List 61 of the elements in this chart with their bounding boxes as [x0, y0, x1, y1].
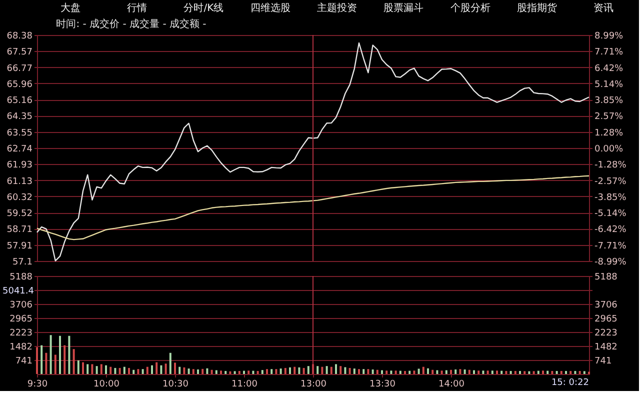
chart-subtitle: 时间: - 成交价 - 成交量 - 成交额 - — [56, 18, 207, 30]
y2-tick-label: 1482 — [594, 342, 618, 353]
y-tick-label: 2223 — [10, 328, 32, 339]
y2-tick-label: -1.28% — [594, 160, 627, 171]
y-tick-label: 64.35 — [6, 112, 32, 122]
y-tick-label: 741 — [15, 356, 32, 367]
y-tick-label: 59.52 — [6, 209, 32, 220]
y2-tick-label: -5.14% — [594, 209, 627, 220]
y2-tick-label: 2.57% — [594, 112, 624, 122]
x-tick-label: 13:30 — [370, 380, 396, 390]
y2-tick-label: 8.99% — [594, 32, 624, 42]
x-tick-label: 13:00 — [300, 380, 327, 390]
y-tick-label: 61.93 — [6, 160, 32, 171]
y-tick-label: 62.74 — [6, 144, 33, 154]
y-tick-label: 3706 — [10, 300, 33, 310]
y-tick-label: 68.38 — [6, 32, 33, 42]
y-tick-label: 1482 — [10, 342, 32, 353]
y-tick-label: 5188 — [10, 272, 33, 282]
y2-tick-label: 0.00% — [594, 144, 624, 154]
y-tick-label: 61.13 — [6, 176, 32, 187]
text: 四维选股 — [250, 2, 290, 14]
y-tick-label: 2965 — [10, 314, 32, 324]
text: 资讯 — [594, 2, 614, 14]
y2-tick-label: -8.99% — [594, 258, 627, 268]
y-tick-label: 58.71 — [6, 225, 32, 236]
x-tick-label: 11:00 — [232, 380, 258, 390]
y2-tick-label: 2965 — [594, 314, 618, 324]
y-tick-label: 57.1 — [12, 258, 32, 268]
x-tick-label: 10:30 — [162, 380, 189, 390]
y-tick-label: 63.55 — [6, 128, 32, 138]
text: 个股分析 — [450, 2, 490, 14]
y-tick-label: 66.77 — [6, 64, 32, 74]
y2-tick-label: 6.42% — [594, 64, 624, 74]
y2-tick-label: 741 — [594, 356, 612, 367]
x-tick-label: 9:30 — [27, 380, 48, 390]
x-tick-label: 10:00 — [94, 380, 120, 390]
y2-tick-label: 2223 — [594, 328, 618, 339]
text: 15: 0:22 — [551, 378, 589, 388]
y-tick-label: 65.96 — [6, 80, 33, 90]
x-tick-label: 14:00 — [438, 380, 465, 390]
y2-tick-label: 5188 — [594, 272, 618, 282]
y2-tick-label: 7.71% — [594, 48, 624, 58]
text: 大盘 — [60, 2, 80, 14]
text: 股票漏斗 — [384, 2, 424, 14]
text: 主题投资 — [317, 2, 357, 14]
text: 行情 — [127, 2, 147, 14]
y-tick-label: 60.32 — [6, 192, 32, 203]
y2-tick-label: 3.85% — [594, 96, 624, 106]
y2-tick-label: 5.14% — [594, 80, 624, 90]
y2-tick-label: 3706 — [594, 300, 618, 310]
text: 分时/K线 — [184, 2, 224, 14]
y2-tick-label: -6.42% — [594, 225, 627, 236]
y2-tick-label: -3.85% — [594, 192, 627, 203]
y-tick-label: 57.91 — [6, 241, 32, 252]
y-tick-label: 65.16 — [6, 96, 33, 106]
text: 股指期货 — [517, 2, 557, 14]
y2-tick-label: -7.71% — [594, 241, 627, 252]
y-tick-label: 67.57 — [6, 48, 32, 58]
text: 5041.4 — [2, 286, 34, 297]
y2-tick-label: -2.57% — [594, 176, 627, 187]
y2-tick-label: 1.28% — [594, 128, 624, 138]
